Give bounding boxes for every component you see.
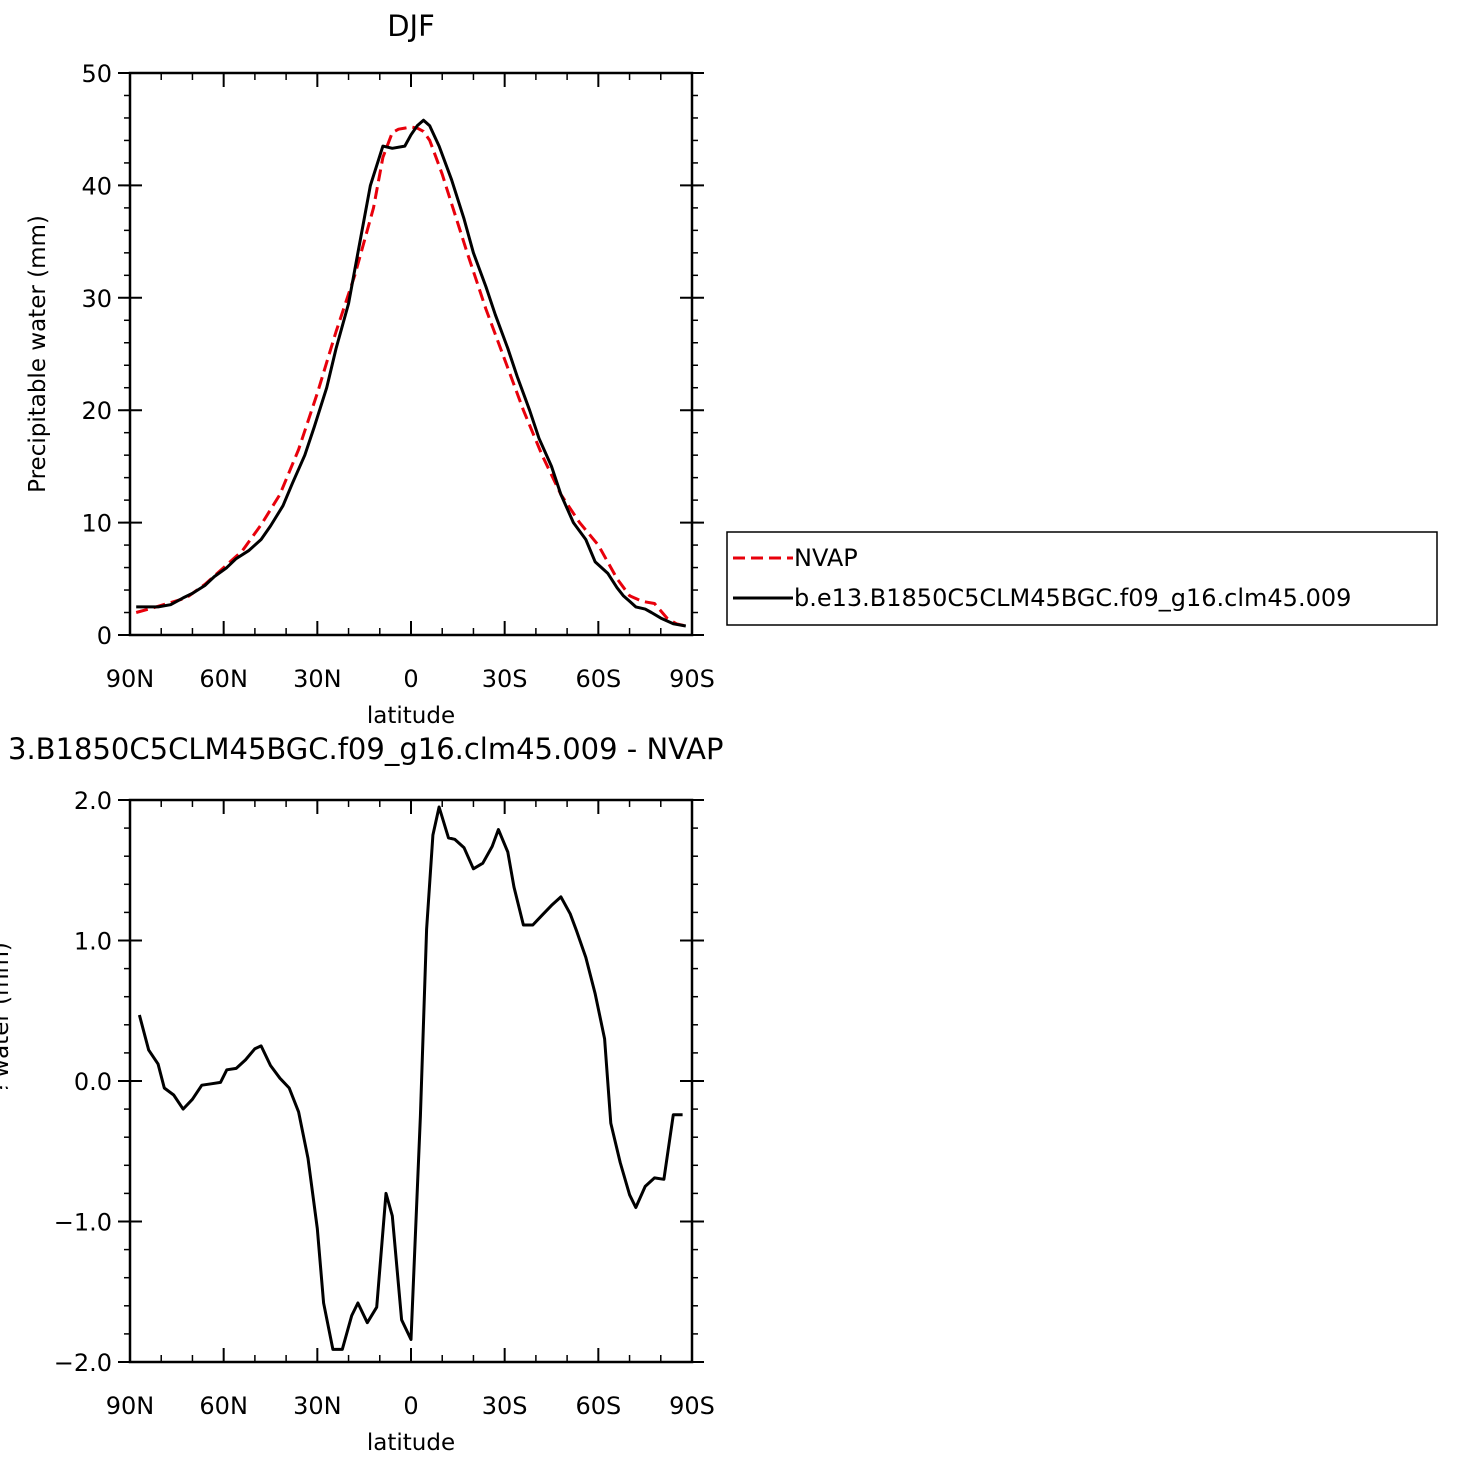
top-series-line-model <box>136 118 687 628</box>
bottom-panel-y-axis-title: Precipitable water (mm) <box>0 942 14 1220</box>
bottom-panel: 3.B1850C5CLM45BGC.f09_g16.clm45.009 - NV… <box>0 732 723 1456</box>
top-x-tick-label: 30N <box>293 665 342 693</box>
legend-model-label: b.e13.B1850C5CLM45BGC.f09_g16.clm45.009 <box>794 584 1351 612</box>
top-y-tick-label: 40 <box>81 172 112 200</box>
top-panel-ticks: 90N 60N 30N 0 30S 60S 90S 0 10 20 30 40 50 <box>81 60 714 693</box>
top-panel-x-axis-title: latitude <box>367 703 455 729</box>
top-x-tick-label: 0 <box>403 665 418 693</box>
bottom-y-tick-label: 2.0 <box>74 787 112 815</box>
bottom-y-tick-label: −1.0 <box>54 1209 112 1237</box>
top-x-tick-label: 90S <box>669 665 715 693</box>
top-y-tick-label: 30 <box>81 285 112 313</box>
bottom-x-tick-label: 90S <box>669 1392 715 1420</box>
bottom-series-line-model <box>137 805 683 1351</box>
top-x-tick-label: 30S <box>482 665 528 693</box>
top-x-tick-label: 90N <box>106 665 155 693</box>
top-y-tick-label: 50 <box>81 60 112 88</box>
bottom-x-tick-label: 30N <box>293 1392 342 1420</box>
top-x-tick-label: 60N <box>199 665 248 693</box>
top-panel-y-axis-title: Precipitable water (mm) <box>25 215 51 493</box>
bottom-y-tick-label: −2.0 <box>54 1349 112 1377</box>
top-panel-frame <box>128 71 694 637</box>
top-y-tick-label: 0 <box>97 622 112 650</box>
top-panel: DJF latitude Precipitable water (mm) 90N… <box>25 9 715 729</box>
top-y-tick-label: 20 <box>81 397 112 425</box>
top-y-tick-label: 10 <box>81 510 112 538</box>
bottom-y-tick-label: 0.0 <box>74 1068 112 1096</box>
legend-box <box>726 531 1438 626</box>
bottom-panel-series <box>137 805 683 1351</box>
bottom-panel-title: 3.B1850C5CLM45BGC.f09_g16.clm45.009 - NV… <box>8 732 723 766</box>
top-series-line-nvap <box>135 125 687 628</box>
bottom-y-tick-label: 1.0 <box>74 928 112 956</box>
bottom-x-tick-label: 30S <box>482 1392 528 1420</box>
top-x-tick-label: 60S <box>575 665 621 693</box>
bottom-panel-ticks: 90N 60N 30N 0 30S 60S 90S −2.0 −1.0 0.0 1.0 2.0 <box>54 787 715 1420</box>
bottom-panel-frame <box>128 798 694 1364</box>
bottom-x-tick-label: 60S <box>575 1392 621 1420</box>
legend: NVAP b.e13.B1850C5CLM45BGC.f09_g16.clm45… <box>726 531 1438 626</box>
bottom-panel-x-axis-title: latitude <box>367 1430 455 1456</box>
bottom-x-tick-label: 0 <box>403 1392 418 1420</box>
top-panel-title: DJF <box>387 9 435 43</box>
top-panel-series <box>135 118 687 628</box>
legend-nvap-label: NVAP <box>794 544 858 572</box>
bottom-x-tick-label: 60N <box>199 1392 248 1420</box>
bottom-x-tick-label: 90N <box>106 1392 155 1420</box>
